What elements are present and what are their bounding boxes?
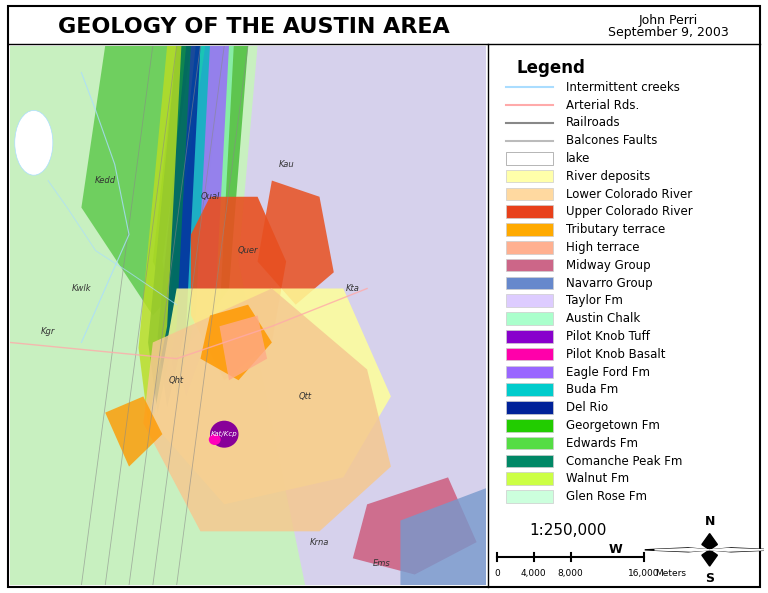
Polygon shape: [353, 477, 477, 575]
Text: GEOLOGY OF THE AUSTIN AREA: GEOLOGY OF THE AUSTIN AREA: [58, 17, 449, 37]
FancyBboxPatch shape: [506, 383, 553, 396]
FancyBboxPatch shape: [506, 473, 553, 485]
FancyBboxPatch shape: [506, 223, 553, 236]
Text: Legend: Legend: [516, 59, 585, 77]
Polygon shape: [191, 197, 286, 380]
Polygon shape: [710, 549, 765, 551]
Text: High terrace: High terrace: [566, 241, 640, 254]
Polygon shape: [167, 46, 229, 396]
Text: W: W: [608, 543, 622, 556]
Text: Austin Chalk: Austin Chalk: [566, 312, 640, 325]
Text: Meters: Meters: [655, 569, 686, 578]
Polygon shape: [138, 46, 181, 423]
Text: Navarro Group: Navarro Group: [566, 276, 653, 289]
FancyBboxPatch shape: [506, 259, 553, 272]
Text: 0: 0: [494, 569, 500, 578]
FancyBboxPatch shape: [506, 455, 553, 467]
FancyBboxPatch shape: [506, 276, 553, 289]
Text: 8,000: 8,000: [558, 569, 584, 578]
FancyBboxPatch shape: [506, 170, 553, 183]
FancyBboxPatch shape: [506, 347, 553, 361]
Ellipse shape: [209, 434, 220, 445]
FancyBboxPatch shape: [506, 401, 553, 414]
Polygon shape: [257, 180, 334, 305]
FancyBboxPatch shape: [506, 365, 553, 378]
FancyBboxPatch shape: [506, 241, 553, 254]
Text: Upper Colorado River: Upper Colorado River: [566, 205, 693, 218]
Polygon shape: [167, 46, 210, 396]
FancyBboxPatch shape: [506, 205, 553, 218]
Text: S: S: [705, 572, 714, 585]
Polygon shape: [710, 548, 768, 551]
Polygon shape: [153, 46, 248, 342]
Polygon shape: [153, 288, 391, 504]
Text: Pilot Knob Basalt: Pilot Knob Basalt: [566, 347, 665, 361]
Text: Intermittent creeks: Intermittent creeks: [566, 81, 680, 94]
Polygon shape: [702, 534, 717, 550]
Polygon shape: [239, 46, 486, 585]
Text: N: N: [704, 515, 715, 528]
Polygon shape: [144, 288, 391, 531]
Text: Ems: Ems: [372, 559, 390, 568]
Text: Krna: Krna: [310, 538, 329, 547]
Polygon shape: [81, 46, 224, 315]
FancyBboxPatch shape: [506, 187, 553, 200]
Text: Kedd: Kedd: [94, 176, 116, 185]
Polygon shape: [645, 548, 710, 551]
Text: Edwards Fm: Edwards Fm: [566, 437, 638, 450]
Text: Walnut Fm: Walnut Fm: [566, 473, 629, 486]
Text: Del Rio: Del Rio: [566, 401, 608, 414]
FancyBboxPatch shape: [506, 152, 553, 165]
Text: Railroads: Railroads: [566, 116, 621, 129]
Polygon shape: [400, 488, 486, 585]
Ellipse shape: [15, 110, 53, 175]
Text: Lower Colorado River: Lower Colorado River: [566, 187, 692, 200]
Text: Buda Fm: Buda Fm: [566, 384, 618, 396]
Text: Midway Group: Midway Group: [566, 259, 650, 272]
Text: Pilot Knob Tuff: Pilot Knob Tuff: [566, 330, 650, 343]
Text: Kat/Kcp: Kat/Kcp: [211, 431, 237, 437]
Text: John Perri: John Perri: [638, 14, 698, 27]
Text: 16,000: 16,000: [628, 569, 660, 578]
Text: Glen Rose Fm: Glen Rose Fm: [566, 490, 647, 503]
Text: Kgr: Kgr: [41, 327, 55, 336]
Text: Taylor Fm: Taylor Fm: [566, 294, 623, 307]
Text: Arterial Rds.: Arterial Rds.: [566, 98, 639, 111]
Polygon shape: [220, 315, 267, 380]
FancyBboxPatch shape: [506, 294, 553, 307]
Text: Quer: Quer: [238, 246, 258, 255]
FancyBboxPatch shape: [506, 436, 553, 449]
Text: Georgetown Fm: Georgetown Fm: [566, 419, 660, 432]
Polygon shape: [702, 550, 717, 566]
Polygon shape: [162, 46, 233, 369]
Polygon shape: [654, 549, 710, 551]
Text: lake: lake: [566, 152, 591, 165]
Text: September 9, 2003: September 9, 2003: [607, 26, 729, 39]
FancyBboxPatch shape: [506, 312, 553, 325]
Text: Eagle Ford Fm: Eagle Ford Fm: [566, 366, 650, 378]
Text: Kta: Kta: [346, 284, 359, 293]
Text: Qual: Qual: [200, 192, 220, 201]
Text: Balcones Faults: Balcones Faults: [566, 134, 657, 147]
Ellipse shape: [210, 420, 239, 448]
Text: Kau: Kau: [278, 160, 294, 169]
FancyBboxPatch shape: [506, 419, 553, 432]
Polygon shape: [105, 396, 162, 467]
Polygon shape: [157, 46, 200, 407]
Text: Comanche Peak Fm: Comanche Peak Fm: [566, 455, 682, 468]
Polygon shape: [200, 305, 272, 380]
FancyBboxPatch shape: [506, 330, 553, 343]
Text: Qtt: Qtt: [299, 392, 312, 401]
FancyBboxPatch shape: [506, 490, 553, 503]
Text: River deposits: River deposits: [566, 170, 650, 183]
Polygon shape: [148, 46, 191, 413]
Text: Tributary terrace: Tributary terrace: [566, 223, 665, 236]
Text: Qht: Qht: [169, 376, 184, 385]
Text: 1:250,000: 1:250,000: [529, 522, 607, 537]
Text: 4,000: 4,000: [521, 569, 547, 578]
Text: Kwlk: Kwlk: [71, 284, 91, 293]
